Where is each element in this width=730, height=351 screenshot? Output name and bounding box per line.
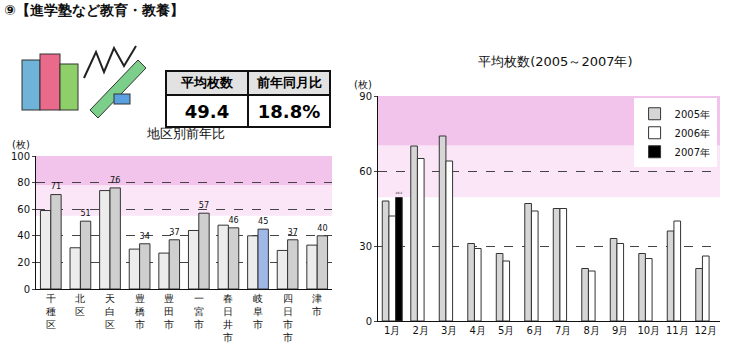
svg-text:40: 40 — [317, 223, 327, 233]
html-text:49.4: 49.4 — [184, 100, 230, 122]
svg-text:津市: 津市 — [312, 293, 322, 317]
svg-text:1月: 1月 — [384, 325, 400, 336]
svg-text:100: 100 — [11, 151, 30, 162]
svg-text:46: 46 — [228, 215, 238, 225]
svg-text:11月: 11月 — [666, 325, 689, 336]
svg-text:2月: 2月 — [413, 325, 429, 336]
svg-text:6月: 6月 — [527, 325, 543, 336]
svg-text:(枚): (枚) — [354, 79, 372, 90]
svg-text:2006年: 2006年 — [675, 128, 710, 139]
svg-text:岐阜市: 岐阜市 — [253, 293, 263, 330]
svg-text:60: 60 — [359, 166, 372, 177]
svg-text:51: 51 — [80, 208, 90, 218]
svg-text:71: 71 — [51, 181, 61, 191]
svg-text:豊橋市: 豊橋市 — [135, 293, 145, 330]
svg-text:5月: 5月 — [498, 325, 514, 336]
svg-text:20: 20 — [17, 257, 30, 268]
svg-text:12月: 12月 — [694, 325, 717, 336]
svg-text:10月: 10月 — [637, 325, 660, 336]
svg-text:(枚): (枚) — [12, 139, 30, 150]
svg-text:76: 76 — [110, 175, 120, 185]
svg-text:平均枚数(2005～2007年): 平均枚数(2005～2007年) — [478, 54, 632, 69]
svg-text:9月: 9月 — [612, 325, 628, 336]
svg-text:4月: 4月 — [470, 325, 486, 336]
svg-text:40: 40 — [17, 230, 30, 241]
html-text:平均枚数: 平均枚数 — [181, 75, 233, 90]
svg-text:57: 57 — [199, 200, 209, 210]
html-text:前年同月比: 前年同月比 — [256, 75, 322, 90]
svg-text:2007年: 2007年 — [675, 147, 710, 158]
svg-text:60: 60 — [17, 204, 30, 215]
svg-text:春日井市: 春日井市 — [223, 293, 233, 343]
svg-text:45: 45 — [258, 216, 268, 226]
svg-text:0: 0 — [24, 284, 30, 295]
svg-text:2005年: 2005年 — [675, 109, 710, 120]
svg-text:北区: 北区 — [75, 293, 85, 317]
svg-text:一宮市: 一宮市 — [194, 293, 204, 330]
svg-text:49.4: 49.4 — [396, 191, 403, 195]
svg-text:7月: 7月 — [555, 325, 571, 336]
html-text:18.8%: 18.8% — [257, 100, 321, 122]
svg-text:千種区: 千種区 — [46, 293, 56, 330]
svg-text:3月: 3月 — [441, 325, 457, 336]
svg-text:34: 34 — [140, 231, 150, 241]
svg-text:四日市市: 四日市市 — [283, 293, 293, 343]
svg-text:天白区: 天白区 — [105, 293, 115, 330]
svg-text:37: 37 — [169, 227, 179, 237]
svg-text:8月: 8月 — [584, 325, 600, 336]
svg-text:豊田市: 豊田市 — [164, 293, 174, 330]
svg-text:37: 37 — [288, 227, 298, 237]
svg-text:30: 30 — [359, 241, 372, 252]
svg-text:90: 90 — [359, 91, 372, 102]
svg-text:80: 80 — [17, 177, 30, 188]
html-text:⑨【進学塾など教育・教養】: ⑨【進学塾など教育・教養】 — [4, 2, 184, 18]
svg-text:0: 0 — [366, 316, 372, 327]
svg-text:地区別前年比: 地区別前年比 — [146, 126, 225, 141]
